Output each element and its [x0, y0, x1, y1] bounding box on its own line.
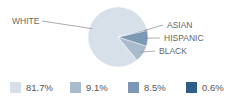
- slice-labels: WHITE BLACK HISPANIC ASIAN: [12, 16, 204, 56]
- legend-swatch: [186, 82, 197, 93]
- slice-label: ASIAN: [167, 20, 193, 30]
- pie-slice: [118, 29, 147, 37]
- legend-swatch: [10, 82, 21, 93]
- pie-slice: [118, 30, 148, 46]
- legend-label: 0.6%: [202, 82, 224, 93]
- leader-line: [42, 21, 92, 29]
- leader-line: [145, 38, 160, 39]
- leader-line: [144, 25, 163, 31]
- slice-label: BLACK: [159, 46, 187, 56]
- slice-label: HISPANIC: [164, 33, 204, 43]
- legend-swatch: [70, 82, 81, 93]
- slice-label: WHITE: [12, 16, 40, 26]
- pie-chart: WHITE BLACK HISPANIC ASIAN 81.7% 9.1% 8.5% 0.6%: [0, 0, 240, 100]
- slices: [88, 7, 148, 67]
- legend-swatch: [128, 82, 139, 93]
- legend-label: 8.5%: [144, 82, 166, 93]
- legend: 81.7% 9.1% 8.5% 0.6%: [10, 82, 224, 93]
- legend-label: 81.7%: [26, 82, 53, 93]
- leader-line: [140, 51, 155, 52]
- legend-label: 9.1%: [86, 82, 108, 93]
- chart-container: WHITE BLACK HISPANIC ASIAN 81.7% 9.1% 8.5% 0.6%: [0, 0, 240, 100]
